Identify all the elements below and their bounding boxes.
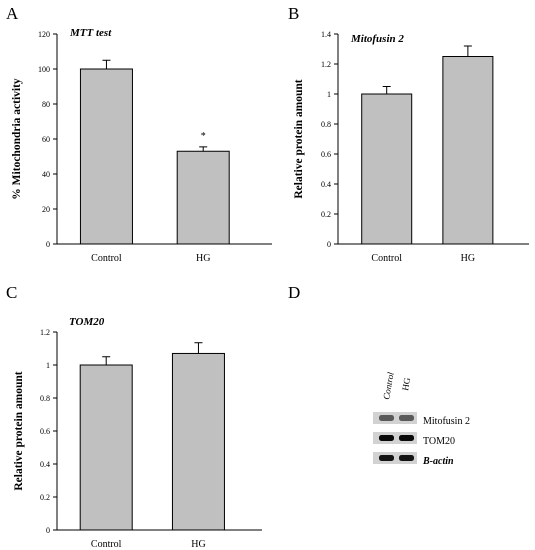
category-label-hg: HG	[196, 253, 210, 264]
blot-label-b-actin: B-actin	[422, 456, 454, 467]
y-axis-label: Relative protein amount	[293, 79, 305, 198]
category-label-control: Control	[91, 539, 122, 550]
y-tick-label: 60	[42, 135, 50, 144]
y-tick-label: 1	[46, 361, 50, 370]
y-tick-label: 0	[327, 240, 331, 249]
y-tick-label: 120	[38, 30, 50, 39]
y-tick-label: 0.6	[40, 427, 50, 436]
chart-title: TOM20	[69, 316, 105, 328]
western-blot: Control HG Mitofusin 2 TOM20 B-actin	[373, 371, 470, 467]
y-tick-label: 0.8	[321, 120, 331, 129]
blot-label-mitofusin-2: Mitofusin 2	[423, 416, 470, 427]
blot-band-tom20-hg	[399, 435, 414, 441]
y-tick-label: 1	[327, 90, 331, 99]
y-tick-label: 0	[46, 526, 50, 535]
y-tick-label: 1.2	[321, 60, 331, 69]
chart-mtt-test: MTT test % Mitochondria activity 0 20 40 60 80…	[11, 27, 272, 264]
blot-bands	[373, 412, 417, 464]
y-tick-label: 40	[42, 170, 50, 179]
y-tick-label: 0.2	[40, 493, 50, 502]
y-axis-label: % Mitochondria activity	[11, 78, 23, 200]
chart-title: Mitofusin 2	[350, 33, 404, 45]
blot-band-b-actin-control	[379, 455, 394, 461]
y-axis-label: Relative protein amount	[13, 371, 25, 490]
blot-band-tom20-control	[379, 435, 394, 441]
panel-letter-d: D	[288, 283, 300, 302]
y-tick-label: 1.2	[40, 328, 50, 337]
y-tick-label: 0.8	[40, 394, 50, 403]
blot-label-tom20: TOM20	[423, 436, 455, 447]
bar-hg	[442, 56, 494, 245]
bar-control	[79, 68, 133, 245]
bar-control	[361, 93, 413, 245]
significance-marker: *	[201, 131, 206, 142]
blot-lane-label-hg: HG	[400, 376, 412, 391]
category-label-hg: HG	[191, 539, 205, 550]
bar-hg	[171, 352, 225, 531]
bar-hg	[176, 150, 230, 245]
category-label-hg: HG	[461, 253, 475, 264]
panel-letter-c: C	[6, 283, 17, 302]
bar-control	[79, 364, 133, 531]
y-tick-label: 80	[42, 100, 50, 109]
blot-band-mitofusin-2-hg	[399, 415, 414, 421]
category-label-control: Control	[371, 253, 402, 264]
blot-lane-label-control: Control	[381, 371, 396, 400]
y-tick-label: 0	[46, 240, 50, 249]
panel-letter-a: A	[6, 4, 19, 23]
chart-title: MTT test	[69, 27, 112, 39]
blot-band-b-actin-hg	[399, 455, 414, 461]
y-tick-label: 0.6	[321, 150, 331, 159]
y-tick-label: 0.4	[40, 460, 50, 469]
blot-band-mitofusin-2-control	[379, 415, 394, 421]
chart-tom20: TOM20 Relative protein amount 0 0.2 0.4 0.6 0.…	[13, 316, 262, 550]
y-tick-label: 20	[42, 205, 50, 214]
category-label-control: Control	[91, 253, 122, 264]
y-tick-label: 100	[38, 65, 50, 74]
y-tick-label: 0.4	[321, 180, 331, 189]
chart-mitofusin-2: Mitofusin 2 Relative protein amount 0 0.2 0.…	[293, 30, 529, 264]
y-tick-label: 0.2	[321, 210, 331, 219]
y-tick-label: 1.4	[321, 30, 331, 39]
panel-letter-b: B	[288, 4, 299, 23]
